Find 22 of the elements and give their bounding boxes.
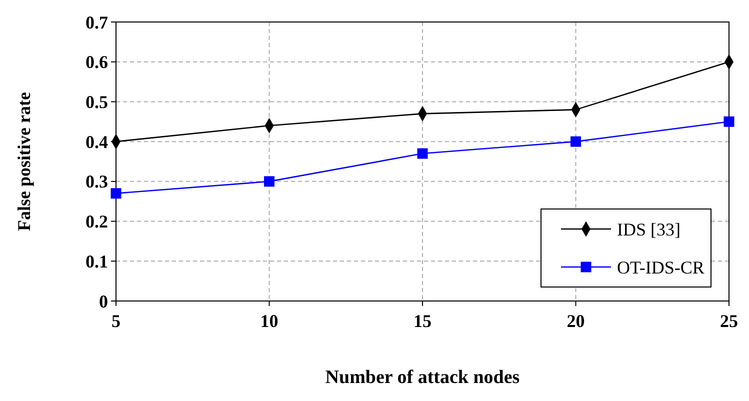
point — [417, 148, 428, 159]
point — [264, 176, 274, 187]
x-tick-label: 5 — [112, 311, 120, 331]
y-axis-title: False positive rate — [14, 92, 34, 231]
y-tick-label: 0.4 — [86, 132, 108, 152]
y-tick-label: 0.7 — [86, 12, 108, 32]
x-axis-title: Number of attack nodes — [325, 367, 520, 388]
legend-label: IDS [33] — [617, 219, 680, 240]
legend-label: OT-IDS-CR — [617, 257, 704, 278]
x-tick-label: 25 — [720, 311, 738, 331]
point — [724, 116, 734, 127]
x-tick-label: 20 — [566, 311, 585, 331]
x-tick-label: 10 — [260, 311, 278, 331]
point — [570, 136, 581, 147]
y-tick-label: 0.3 — [86, 172, 108, 192]
y-tick-label: 0.1 — [86, 251, 108, 272]
y-tick-label: 0.2 — [86, 212, 108, 232]
point — [110, 188, 122, 199]
y-tick-label: 0 — [99, 291, 108, 312]
y-tick-label: 0.5 — [86, 92, 108, 112]
y-tick-label: 0.6 — [86, 52, 108, 72]
x-tick-label: 15 — [414, 311, 432, 331]
